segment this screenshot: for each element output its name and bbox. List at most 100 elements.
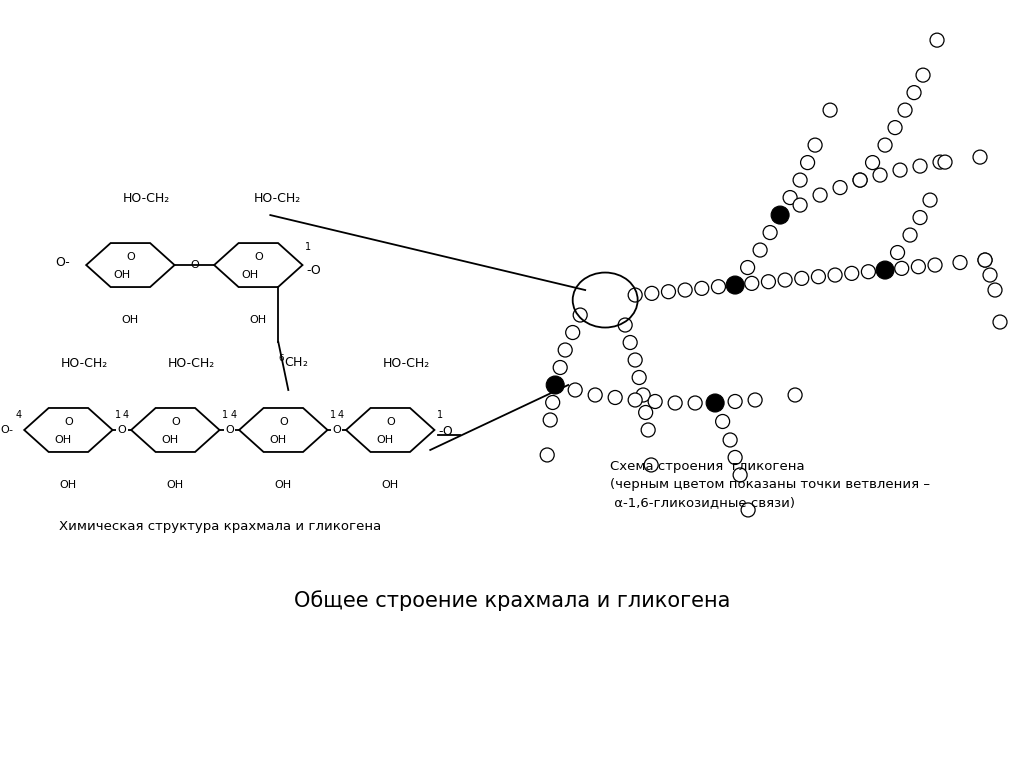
Circle shape — [853, 173, 867, 187]
Text: OH: OH — [377, 435, 394, 445]
Circle shape — [740, 260, 755, 274]
Circle shape — [983, 268, 997, 282]
Circle shape — [788, 388, 802, 402]
Circle shape — [845, 266, 859, 280]
Text: OH: OH — [382, 480, 398, 490]
Text: OH: OH — [162, 435, 179, 445]
Text: O: O — [171, 417, 180, 427]
Circle shape — [877, 261, 894, 279]
Polygon shape — [25, 408, 113, 452]
Circle shape — [801, 156, 814, 170]
Text: O-: O- — [55, 256, 71, 269]
Circle shape — [639, 406, 652, 419]
Circle shape — [928, 258, 942, 272]
Circle shape — [978, 253, 992, 267]
Text: O: O — [225, 425, 233, 435]
Text: O: O — [190, 260, 199, 270]
Circle shape — [973, 150, 987, 164]
Circle shape — [865, 156, 880, 170]
Circle shape — [783, 190, 797, 204]
Circle shape — [568, 383, 583, 397]
Circle shape — [813, 188, 827, 202]
Text: HO-CH₂: HO-CH₂ — [167, 357, 215, 370]
Circle shape — [628, 353, 642, 367]
Text: α-1,6-гликозидные связи): α-1,6-гликозидные связи) — [610, 496, 796, 509]
Circle shape — [558, 343, 572, 357]
Circle shape — [709, 396, 722, 410]
Text: Схема строения  гликогена: Схема строения гликогена — [610, 460, 805, 473]
Circle shape — [794, 198, 807, 212]
Circle shape — [893, 163, 907, 177]
Circle shape — [903, 228, 918, 242]
Circle shape — [641, 423, 655, 437]
Text: O: O — [386, 417, 394, 427]
Circle shape — [668, 396, 682, 410]
Circle shape — [716, 415, 730, 429]
Text: OH: OH — [114, 270, 131, 280]
Circle shape — [728, 278, 742, 292]
Circle shape — [773, 208, 787, 222]
Circle shape — [712, 280, 725, 293]
Text: OH: OH — [55, 435, 72, 445]
Circle shape — [895, 261, 908, 276]
Circle shape — [916, 68, 930, 82]
Circle shape — [834, 180, 847, 194]
Circle shape — [608, 390, 623, 405]
Text: OH: OH — [274, 480, 292, 490]
Circle shape — [553, 360, 567, 375]
Circle shape — [978, 253, 992, 267]
Circle shape — [546, 376, 564, 394]
Circle shape — [795, 271, 809, 286]
Circle shape — [678, 283, 692, 297]
Circle shape — [628, 393, 642, 407]
Text: O: O — [65, 417, 73, 427]
Circle shape — [709, 396, 722, 410]
Circle shape — [794, 173, 807, 187]
Text: O-: O- — [0, 425, 13, 435]
Circle shape — [728, 395, 742, 409]
Text: OH: OH — [250, 315, 267, 325]
Circle shape — [548, 378, 562, 392]
Circle shape — [808, 138, 822, 152]
Text: 4: 4 — [122, 410, 128, 420]
Circle shape — [873, 168, 887, 182]
Circle shape — [753, 243, 767, 257]
Polygon shape — [86, 243, 174, 287]
Circle shape — [828, 268, 842, 282]
Circle shape — [723, 433, 737, 447]
Text: O: O — [333, 425, 341, 435]
Circle shape — [823, 103, 837, 117]
Circle shape — [878, 263, 892, 277]
Circle shape — [733, 468, 748, 482]
Text: 4: 4 — [230, 410, 237, 420]
Circle shape — [624, 336, 637, 349]
Circle shape — [618, 318, 632, 332]
Circle shape — [778, 273, 793, 287]
Text: 1: 1 — [116, 410, 122, 420]
Text: OH: OH — [59, 480, 77, 490]
Text: O: O — [118, 425, 126, 435]
Circle shape — [728, 451, 742, 465]
Text: OH: OH — [269, 435, 287, 445]
Circle shape — [636, 388, 650, 402]
Text: $^6$CH₂: $^6$CH₂ — [279, 353, 308, 370]
Circle shape — [726, 276, 744, 294]
Circle shape — [644, 458, 658, 472]
Text: 4: 4 — [337, 410, 343, 420]
Circle shape — [861, 265, 876, 279]
Circle shape — [688, 396, 702, 410]
Circle shape — [771, 206, 790, 224]
Circle shape — [913, 159, 927, 173]
Circle shape — [878, 263, 892, 277]
Circle shape — [888, 121, 902, 134]
Text: HO-CH₂: HO-CH₂ — [123, 192, 170, 205]
Circle shape — [546, 396, 560, 409]
Circle shape — [762, 275, 775, 289]
Text: 1: 1 — [305, 242, 311, 252]
Text: -O: -O — [306, 263, 322, 276]
Text: Общее строение крахмала и гликогена: Общее строение крахмала и гликогена — [294, 590, 730, 611]
Circle shape — [632, 370, 646, 385]
Circle shape — [645, 286, 658, 300]
Circle shape — [543, 413, 557, 427]
Circle shape — [744, 276, 759, 290]
